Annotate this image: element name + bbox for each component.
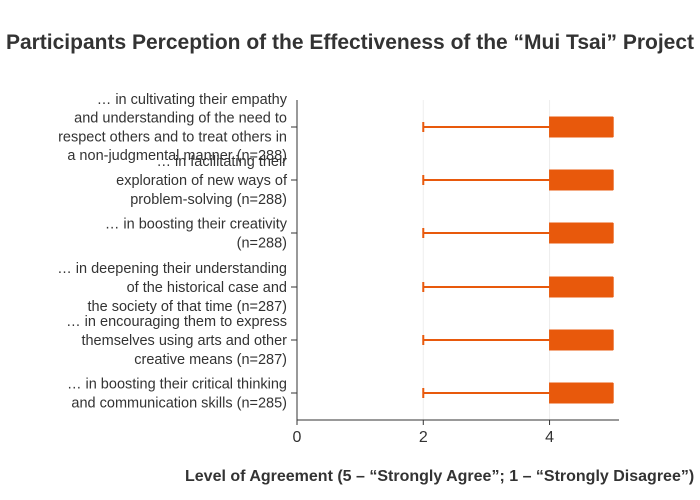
y-tick-label: … in deepening their understanding of the… (57, 261, 287, 315)
y-tick-labels: … in cultivating their empathy and unders… (57, 92, 288, 412)
y-tick-label: … in encouraging them to express themselv… (66, 314, 287, 368)
y-tick-label: … in facilitating their exploration of ne… (116, 154, 288, 208)
chart-title: Participants Perception of the Effective… (6, 31, 694, 54)
y-tick-label-line: of the historical case and (127, 280, 287, 296)
boxes (422, 116, 614, 404)
x-axis-label: Level of Agreement (5 – “Strongly Agree”… (185, 468, 694, 485)
y-tick-label-line: the society of that time (n=287) (88, 299, 287, 315)
box (549, 116, 614, 138)
y-tick-label-line: … in deepening their understanding (57, 261, 287, 277)
y-tick-label-line: exploration of new ways of (116, 173, 288, 189)
axes (291, 100, 619, 425)
y-tick-label-line: creative means (n=287) (134, 352, 287, 368)
box (549, 169, 614, 191)
y-tick-label-line: … in boosting their creativity (105, 217, 288, 233)
y-tick-label-line: … in encouraging them to express (66, 314, 287, 330)
y-tick-label-line: … in facilitating their (156, 154, 287, 170)
box (549, 329, 614, 351)
x-tick-label: 0 (293, 429, 302, 446)
y-tick-label-line: … in boosting their critical thinking (67, 377, 287, 393)
box (549, 222, 614, 244)
grid-lines (422, 100, 551, 420)
box (549, 276, 614, 298)
y-tick-label-line: and understanding of the need to (74, 111, 287, 127)
y-tick-label: … in boosting their creativity (n=288) (105, 217, 288, 252)
y-tick-label-line: problem-solving (n=288) (130, 192, 287, 208)
y-tick-label: … in boosting their critical thinking and… (67, 377, 287, 412)
y-tick-label-line: and communication skills (n=285) (71, 395, 287, 411)
x-tick-label: 2 (419, 429, 428, 446)
y-tick-label-line: (n=288) (237, 235, 287, 251)
box (549, 382, 614, 404)
y-tick-label-line: … in cultivating their empathy (97, 92, 288, 108)
y-tick-label-line: themselves using arts and other (81, 333, 287, 349)
x-tick-labels: 0 2 4 (293, 429, 555, 446)
y-tick-label-line: a non-judgmental manner (n=288) (67, 148, 287, 164)
x-tick-label: 4 (545, 429, 554, 446)
y-tick-label-line: respect others and to treat others in (58, 129, 287, 145)
y-tick-label: … in cultivating their empathy and unders… (58, 92, 288, 164)
